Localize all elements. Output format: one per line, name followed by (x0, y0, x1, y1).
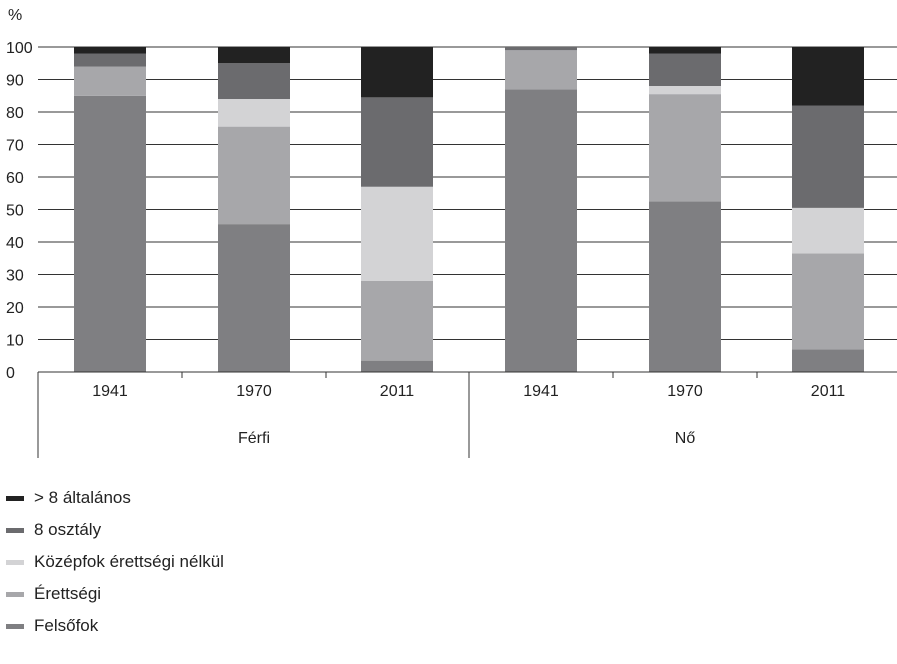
bar-segment (649, 86, 721, 95)
bar-segment (792, 105, 864, 208)
bar-segment (218, 63, 290, 99)
bar-segment (361, 97, 433, 187)
x-category-label: 1941 (523, 383, 559, 400)
legend-item: > 8 általános (6, 482, 224, 514)
bar-segment (218, 224, 290, 372)
legend-item: Érettségi (6, 578, 224, 610)
legend-swatch (6, 527, 24, 533)
legend-item: Felsőfok (6, 610, 224, 642)
bar-segment (649, 53, 721, 86)
bar-segment (218, 47, 290, 64)
bar-segment (74, 47, 146, 54)
y-tick-label: 80 (6, 105, 24, 122)
bar-segment (792, 253, 864, 350)
bar-segment (74, 66, 146, 96)
y-tick-label: 90 (6, 73, 24, 90)
legend-label: > 8 általános (34, 488, 131, 507)
bar-segment (361, 186, 433, 281)
legend-label: Középfok érettségi nélkül (34, 552, 224, 571)
legend-item: Középfok érettségi nélkül (6, 546, 224, 578)
x-category-label: 2011 (811, 383, 846, 400)
grid-lines (38, 46, 897, 373)
bar-segment (792, 207, 864, 254)
y-axis-unit-label: % (8, 7, 22, 24)
legend-swatch (6, 591, 24, 597)
bar-segment (649, 47, 721, 54)
legend-swatch (6, 623, 24, 629)
y-tick-label: 70 (6, 138, 24, 155)
bar-segment (218, 99, 290, 127)
y-axis-ticks: 0 10 20 30 40 50 60 70 80 90 100 (6, 40, 33, 382)
y-tick-label: 100 (6, 40, 33, 57)
bar-segment (218, 126, 290, 225)
bar-segment (505, 50, 577, 90)
legend-label: Érettségi (34, 584, 102, 603)
legend: > 8 általános 8 osztály Középfok érettségi… (6, 482, 224, 642)
legend-swatch (6, 495, 24, 501)
bar-segment (792, 47, 864, 106)
y-tick-label: 40 (6, 235, 24, 252)
legend-label: 8 osztály (34, 520, 102, 539)
bar-segment (649, 94, 721, 202)
x-group-label: Férfi (238, 430, 270, 447)
bar-segment (361, 47, 433, 98)
x-category-label: 2011 (380, 383, 415, 400)
bar-segment (649, 201, 721, 372)
bar-segment (74, 53, 146, 67)
y-tick-label: 30 (6, 268, 24, 285)
bar-segment (361, 360, 433, 372)
legend-swatch (6, 559, 24, 565)
x-category-label: 1970 (236, 383, 272, 400)
x-category-label: 1941 (92, 383, 128, 400)
bar-segment (505, 89, 577, 372)
bar-segment (505, 47, 577, 51)
x-category-label: 1970 (667, 383, 703, 400)
y-tick-label: 10 (6, 333, 24, 350)
y-tick-label: 50 (6, 203, 24, 220)
bars (74, 47, 864, 372)
bar-segment (792, 349, 864, 372)
legend-item: 8 osztály (6, 514, 224, 546)
x-group-label: Nő (675, 430, 696, 447)
legend-label: Felsőfok (34, 616, 99, 635)
y-tick-label: 60 (6, 170, 24, 187)
y-tick-label: 20 (6, 300, 24, 317)
bar-segment (74, 95, 146, 372)
y-tick-label: 0 (6, 365, 15, 382)
x-axis: 1941 1970 2011 1941 1970 2011 Férfi Nő (37, 371, 897, 458)
bar-segment (361, 281, 433, 361)
